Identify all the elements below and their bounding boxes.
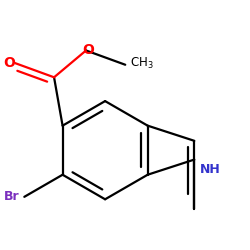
Text: O: O <box>83 44 94 58</box>
Text: CH$_3$: CH$_3$ <box>130 56 154 71</box>
Text: O: O <box>4 56 16 70</box>
Text: NH: NH <box>200 164 220 176</box>
Text: Br: Br <box>4 190 19 203</box>
